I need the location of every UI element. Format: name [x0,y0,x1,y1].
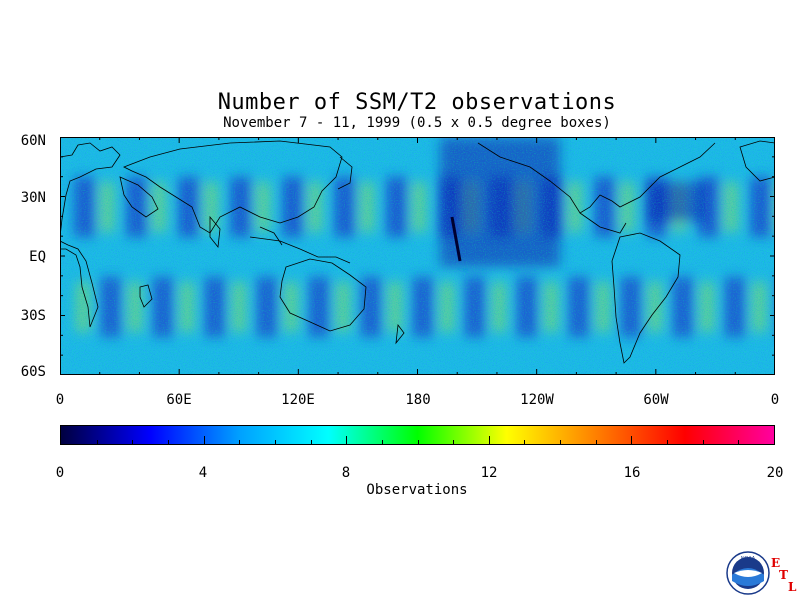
coastline-south-america [611,232,681,364]
svg-text:NOAA: NOAA [741,556,756,562]
lon-label-0-left: 0 [55,392,65,408]
colorbar-tick-mark [346,436,348,444]
colorbar-tick-4: 4 [198,465,208,481]
coastline-gulf [579,212,627,234]
colorbar-tick-mark [631,436,633,444]
lon-label-120w: 120W [520,392,554,408]
colorbar-tick-mark [667,440,669,444]
colorbar-tick-8: 8 [341,465,351,481]
coastline-arabia [119,176,159,218]
colorbar-tick-mark [274,440,276,444]
lat-label-30s: 30S [20,308,46,324]
coastlines [60,140,775,364]
colorbar-tick-mark [702,440,704,444]
colorbar-tick-16: 16 [623,465,641,481]
observation-map [60,137,775,375]
map-frame [60,137,775,375]
coastline-north-america [477,142,716,214]
colorbar-tick-mark [310,440,312,444]
colorbar-tick-mark [560,440,562,444]
colorbar-tick-mark [96,440,98,444]
coastline-japan [337,156,353,190]
lat-label-60s: 60S [20,364,46,380]
colorbar-label: Observations [366,482,468,498]
lon-label-60e: 60E [166,392,192,408]
map-noise-dark [60,137,775,375]
colorbar-tick-12: 12 [480,465,498,481]
coastline-asia [123,140,343,234]
colorbar-tick-mark [738,440,740,444]
colorbar [60,425,775,445]
lon-label-180: 180 [405,392,431,408]
colorbar-tick-mark [524,440,526,444]
colorbar-tick-mark [417,440,419,444]
coastline-india [209,215,221,249]
colorbar-tick-mark [595,440,597,444]
noaa-logo: NOAA [726,551,770,595]
lon-label-0-right: 0 [770,392,780,408]
page-subtitle: November 7 - 11, 1999 (0.5 x 0.5 degree … [223,115,611,131]
coastline-new-zealand [395,323,405,345]
etl-letter-e: E [771,556,781,570]
colorbar-tick-20: 20 [766,465,784,481]
colorbar-tick-0: 0 [55,465,65,481]
coastline-madagascar [139,284,153,308]
coastline-indonesia [249,226,351,264]
colorbar-tick-mark [453,440,455,444]
etl-letter-l: L [788,580,797,594]
coastline-australia [279,258,367,332]
coastline-greenland [739,140,775,182]
page-title: Number of SSM/T2 observations [217,90,617,115]
colorbar-tick-mark [488,436,490,444]
colorbar-tick-mark [381,440,383,444]
colorbar-tick-mark [203,436,205,444]
lat-label-30n: 30N [20,190,46,206]
colorbar-tick-mark [167,440,169,444]
lat-label-eq: EQ [29,249,46,265]
colorbar-tick-mark [132,440,134,444]
lon-label-120e: 120E [281,392,315,408]
data-gap-streak [450,216,462,262]
coastline-africa-europe [60,142,121,238]
coastline-africa-east [60,240,99,328]
etl-letter-t: T [779,568,788,582]
colorbar-tick-mark [239,440,241,444]
lon-label-60w: 60W [643,392,669,408]
lat-label-60n: 60N [20,133,46,149]
